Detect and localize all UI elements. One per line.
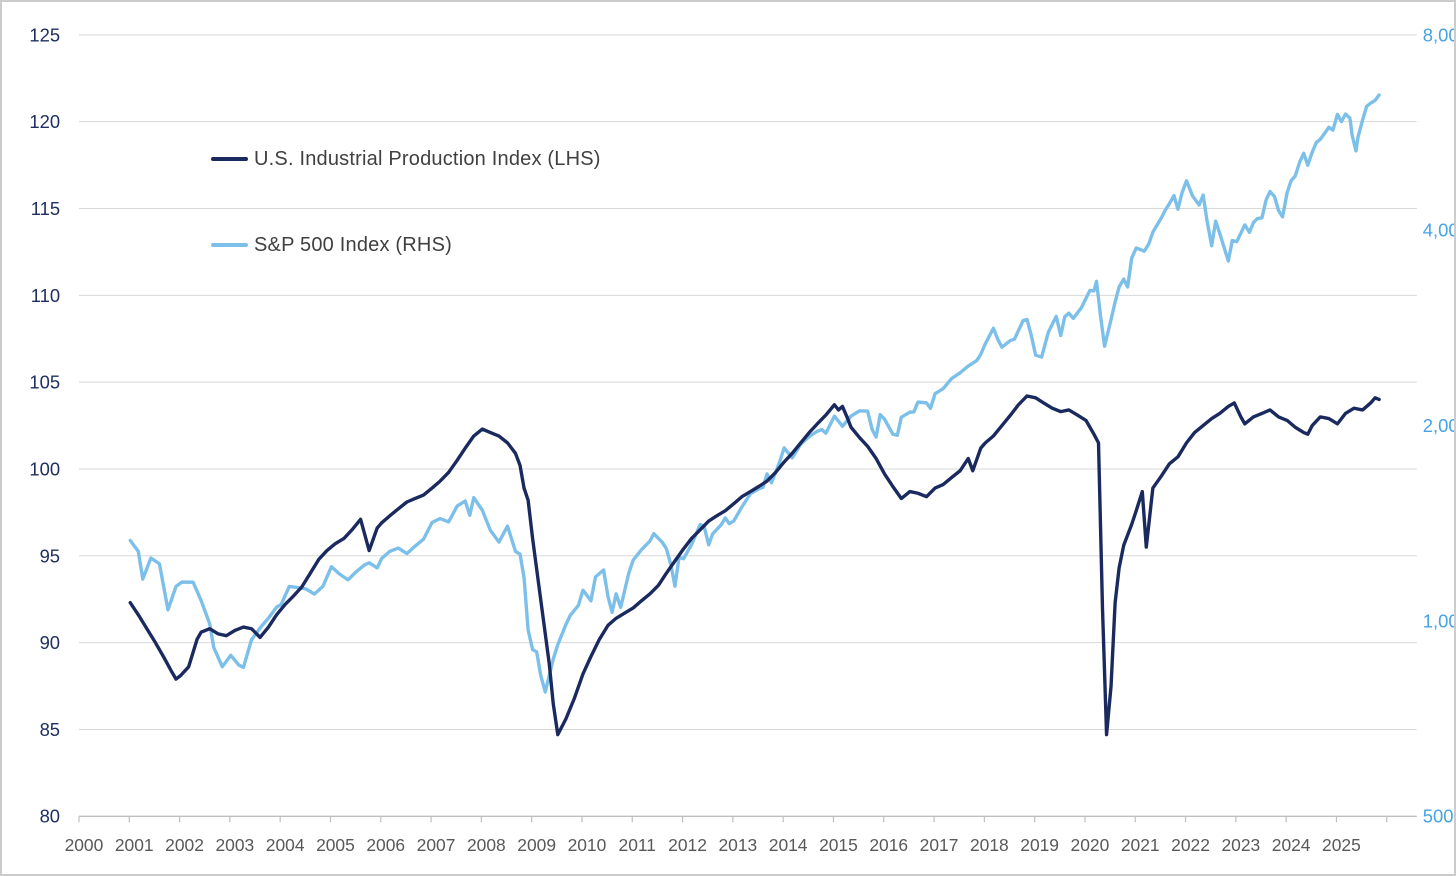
series-line-industrial-production [128, 394, 1381, 737]
x-tick-label: 2007 [417, 835, 456, 855]
left-axis-tick-label: 115 [31, 198, 60, 219]
series-line-sp500 [128, 93, 1381, 694]
x-tick-label: 2025 [1322, 835, 1361, 855]
x-tick-label: 2011 [619, 835, 656, 855]
x-tick-label: 2017 [920, 835, 959, 855]
x-tick-label: 2018 [970, 835, 1009, 855]
right-axis-tick-label: 2,000 [1423, 415, 1454, 436]
left-axis-tick-label: 120 [29, 111, 60, 132]
left-axis-tick-label: 125 [29, 24, 60, 45]
x-tick-label: 2005 [316, 835, 355, 855]
light-blue-line-swatch-icon [211, 243, 248, 247]
left-axis-tick-label: 105 [29, 372, 60, 393]
legend-label-sp500: S&P 500 Index (RHS) [254, 233, 452, 256]
x-tick-label: 2016 [869, 835, 908, 855]
x-tick-label: 2010 [568, 835, 607, 855]
x-tick-label: 2000 [65, 835, 104, 855]
left-axis-tick-label: 80 [40, 806, 60, 827]
left-axis-tick-label: 100 [29, 458, 60, 479]
left-axis-tick-label: 90 [40, 632, 60, 653]
right-axis-tick-label: 1,000 [1423, 610, 1454, 631]
x-tick-label: 2021 [1121, 835, 1160, 855]
x-tick-label: 2004 [266, 835, 305, 855]
left-axis-tick-label: 95 [40, 545, 60, 566]
x-tick-label: 2012 [668, 835, 707, 855]
legend-item-sp500: S&P 500 Index (RHS) [211, 231, 452, 259]
x-tick-label: 2023 [1221, 835, 1260, 855]
x-tick-label: 2022 [1171, 835, 1210, 855]
legend-item-industrial-production: U.S. Industrial Production Index (LHS) [211, 145, 601, 173]
navy-line-swatch-icon [211, 157, 248, 161]
x-tick-label: 2006 [366, 835, 405, 855]
x-tick-label: 2003 [215, 835, 254, 855]
x-tick-label: 2024 [1272, 835, 1311, 855]
x-tick-label: 2019 [1020, 835, 1059, 855]
left-axis-tick-label: 110 [31, 285, 60, 306]
right-axis-tick-label: 8,000 [1423, 24, 1454, 45]
right-axis-tick-label: 4,000 [1423, 220, 1454, 241]
x-tick-label: 2009 [517, 835, 556, 855]
left-axis-tick-label: 85 [40, 719, 60, 740]
x-tick-label: 2015 [819, 835, 858, 855]
x-tick-label: 2014 [769, 835, 808, 855]
x-tick-label: 2020 [1071, 835, 1110, 855]
right-axis-tick-label: 500 [1423, 806, 1454, 827]
x-tick-label: 2008 [467, 835, 506, 855]
x-tick-label: 2002 [165, 835, 204, 855]
x-tick-label: 2001 [115, 835, 154, 855]
legend-label-industrial-production: U.S. Industrial Production Index (LHS) [254, 147, 601, 170]
x-tick-label: 2013 [718, 835, 757, 855]
